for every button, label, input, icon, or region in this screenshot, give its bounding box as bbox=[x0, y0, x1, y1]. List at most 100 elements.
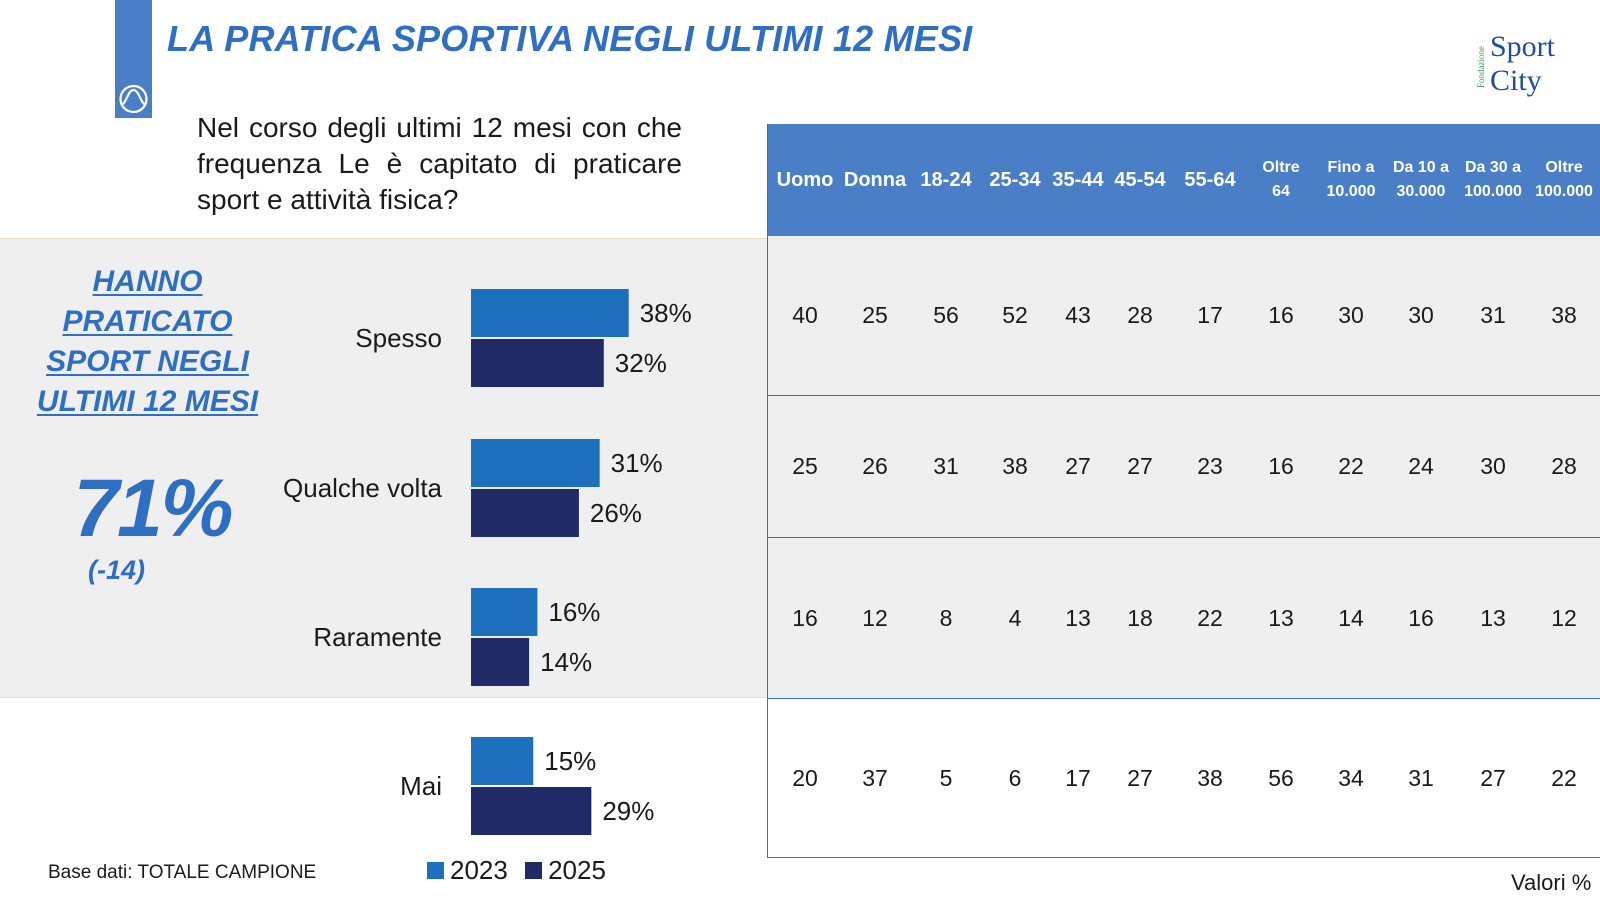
logo-word-city: City bbox=[1490, 64, 1542, 97]
table-cell: 17 bbox=[1065, 765, 1091, 791]
bar-qualche-volta-2025 bbox=[471, 489, 579, 537]
logo-subtitle: Fondazione bbox=[1476, 46, 1486, 88]
category-label-qualche-volta: Qualche volta bbox=[283, 473, 443, 503]
category-label-mai: Mai bbox=[400, 771, 442, 801]
legend-swatch-2023 bbox=[427, 862, 444, 879]
table-cell: 38 bbox=[1002, 453, 1028, 479]
legend-label-2025: 2025 bbox=[548, 855, 606, 885]
table-cell: 43 bbox=[1065, 302, 1091, 328]
table-cell: 6 bbox=[1008, 765, 1022, 791]
table-cell: 20 bbox=[792, 765, 818, 791]
table-cell: 13 bbox=[1065, 604, 1091, 631]
table-cell: 34 bbox=[1338, 765, 1364, 791]
table-row: 20 37 5 6 17 27 38 56 34 31 27 22 bbox=[768, 699, 1600, 858]
table-cell: 56 bbox=[1268, 765, 1294, 791]
legend-item-2025: 2025 bbox=[525, 855, 606, 886]
summary-change: (-14) bbox=[88, 555, 146, 585]
table-cell: 30 bbox=[1480, 453, 1506, 479]
bar-mai-2023 bbox=[471, 737, 534, 785]
legend-swatch-2025 bbox=[525, 862, 543, 879]
units-note: Valori % bbox=[1511, 870, 1592, 895]
table-cell: 12 bbox=[1551, 604, 1577, 631]
table-cell: 38 bbox=[1197, 765, 1223, 791]
table-cell: 16 bbox=[1268, 302, 1294, 328]
table-cell: 27 bbox=[1480, 765, 1506, 791]
table-header-cell: 55-64 bbox=[1184, 169, 1236, 191]
table-cell: 13 bbox=[1268, 604, 1294, 631]
table-header-cell: Oltre 64 bbox=[1262, 159, 1300, 200]
data-label-raramente-2023: 16% bbox=[548, 597, 600, 627]
table-cell: 30 bbox=[1338, 302, 1364, 328]
summary-value: 71% bbox=[73, 463, 233, 554]
category-label-raramente: Raramente bbox=[313, 622, 442, 652]
title-accent-bar bbox=[115, 0, 152, 118]
data-label-raramente-2025: 14% bbox=[540, 647, 592, 677]
data-label-qualche-volta-2023: 31% bbox=[611, 448, 663, 478]
table-header-cell: 25-34 bbox=[989, 169, 1041, 191]
table-cell: 14 bbox=[1338, 604, 1364, 631]
wave-logo-icon bbox=[119, 84, 148, 114]
table-cell: 18 bbox=[1127, 604, 1153, 631]
table-cell: 16 bbox=[1268, 453, 1294, 479]
table-cell: 17 bbox=[1197, 302, 1223, 328]
table-header-cell: 35-44 bbox=[1052, 169, 1104, 191]
table-header-cell: Da 10 a 30.000 bbox=[1392, 159, 1450, 200]
table-cell: 37 bbox=[862, 765, 888, 791]
table-cell: 25 bbox=[862, 302, 888, 328]
data-label-mai-2025: 29% bbox=[602, 796, 654, 826]
sport-city-logo: Fondazione Sport City bbox=[1476, 30, 1586, 102]
table-cell: 56 bbox=[933, 302, 959, 328]
table-cell: 31 bbox=[933, 453, 959, 479]
chart-legend: 2023 2025 bbox=[427, 855, 616, 886]
table-cell: 12 bbox=[862, 604, 888, 631]
table-row: 40 25 56 52 43 28 17 16 30 30 31 38 bbox=[768, 236, 1600, 396]
table-header-cell: Donna bbox=[843, 169, 907, 191]
table-header-cell: 18-24 bbox=[920, 169, 972, 191]
table-cell: 27 bbox=[1127, 453, 1153, 479]
data-label-qualche-volta-2025: 26% bbox=[590, 498, 642, 528]
table-cell: 31 bbox=[1408, 765, 1434, 791]
bar-qualche-volta-2023 bbox=[471, 439, 600, 487]
table-cell: 27 bbox=[1127, 765, 1153, 791]
table-cell: 52 bbox=[1002, 302, 1028, 328]
bar-spesso-2023 bbox=[471, 289, 629, 337]
table-cell: 8 bbox=[939, 604, 953, 631]
table-cell: 5 bbox=[939, 765, 953, 791]
table-cell: 22 bbox=[1197, 604, 1223, 631]
table-cell: 22 bbox=[1551, 765, 1577, 791]
table-header-cell: Oltre 100.000 bbox=[1535, 159, 1593, 200]
table-cell: 24 bbox=[1408, 453, 1434, 479]
table-cell: 30 bbox=[1408, 302, 1434, 328]
category-label-spesso: Spesso bbox=[355, 323, 442, 353]
bar-raramente-2025 bbox=[471, 638, 530, 686]
legend-item-2023: 2023 bbox=[427, 855, 508, 886]
bar-raramente-2023 bbox=[471, 588, 538, 636]
table-cell: 4 bbox=[1008, 604, 1022, 631]
table-header-cell: Fino a 10.000 bbox=[1326, 159, 1376, 200]
table-cell: 31 bbox=[1480, 302, 1506, 328]
table-header-cell: Uomo bbox=[776, 169, 834, 191]
table-row: 16 12 8 4 13 18 22 13 14 16 13 12 bbox=[768, 538, 1600, 699]
breakdown-table: Uomo Donna 18-24 25-34 35-44 45-54 55-64 Oltre … bbox=[767, 124, 1600, 858]
table-cell: 16 bbox=[792, 604, 818, 631]
table-header: Uomo Donna 18-24 25-34 35-44 45-54 55-64 Oltre … bbox=[768, 124, 1600, 236]
bar-mai-2025 bbox=[471, 787, 592, 835]
table-cell: 13 bbox=[1480, 604, 1506, 631]
table-cell: 26 bbox=[862, 453, 888, 479]
table-cell: 40 bbox=[792, 302, 818, 328]
table-header-cell: Da 30 a 100.000 bbox=[1464, 159, 1522, 200]
table-cell: 28 bbox=[1551, 453, 1577, 479]
table-cell: 25 bbox=[792, 453, 818, 479]
table-cell: 27 bbox=[1065, 453, 1091, 479]
table-cell: 38 bbox=[1551, 302, 1577, 328]
table-cell: 22 bbox=[1338, 453, 1364, 479]
data-label-spesso-2025: 32% bbox=[615, 348, 667, 378]
table-row: 25 26 31 38 27 27 23 16 22 24 30 28 bbox=[768, 396, 1600, 538]
table-header-cell: 45-54 bbox=[1114, 169, 1166, 191]
table-cell: 16 bbox=[1408, 604, 1434, 631]
survey-question: Nel corso degli ultimi 12 mesi con che f… bbox=[197, 112, 682, 215]
table-cell: 28 bbox=[1127, 302, 1153, 328]
table-cell: 23 bbox=[1197, 453, 1223, 479]
data-label-mai-2023: 15% bbox=[544, 746, 596, 776]
frequency-bar-chart: Spesso 38% 32% Qualche volta 31% 26% Raramente… bbox=[283, 289, 692, 835]
